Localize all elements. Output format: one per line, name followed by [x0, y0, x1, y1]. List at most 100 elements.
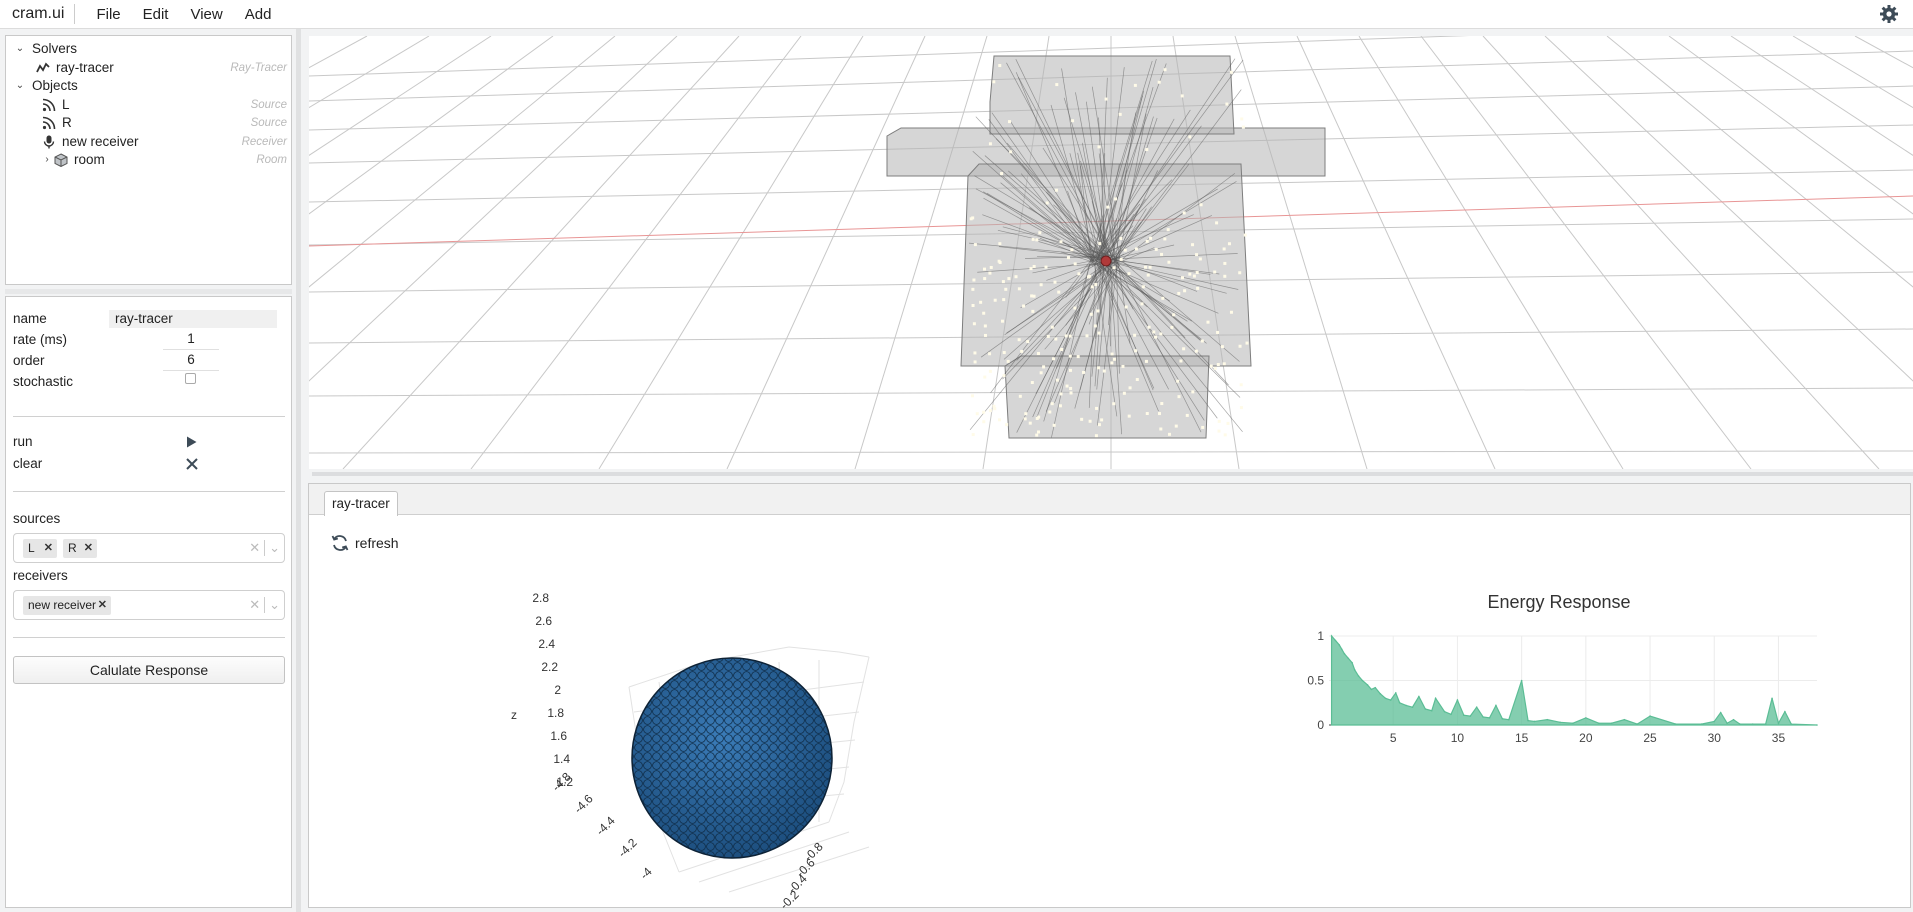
energy-data-point: [1501, 717, 1504, 720]
sphere-outline: [631, 657, 833, 859]
menu-file[interactable]: File: [96, 5, 121, 23]
energy-data-point: [1649, 715, 1651, 717]
tree-item-label: L: [62, 96, 70, 112]
energy-data-point: [1434, 697, 1437, 700]
horizontal-resize-handle[interactable]: [312, 472, 1913, 476]
tree-group-objects[interactable]: ⌄ Objects: [6, 77, 291, 96]
energy-data-point: [1405, 704, 1407, 707]
energy-data-point: [1379, 693, 1382, 695]
tree-item-source-l[interactable]: L Source: [6, 96, 291, 115]
app-title: cram.ui: [0, 4, 76, 24]
results-panel: ray-tracer refresh: [308, 483, 1912, 912]
remove-chip-icon[interactable]: ✕: [97, 599, 107, 611]
order-input[interactable]: 6: [163, 352, 219, 371]
vertical-resize-handle[interactable]: [296, 29, 301, 912]
source-icon: [42, 116, 56, 130]
energy-data-point: [1370, 688, 1373, 691]
chevron-right-icon[interactable]: ›: [45, 154, 49, 165]
tree-item-receiver[interactable]: new receiver Receiver: [6, 133, 291, 152]
menu-add[interactable]: Add: [244, 5, 272, 23]
tree-item-ray-tracer[interactable]: ray-tracer Ray-Tracer: [6, 59, 291, 78]
name-input[interactable]: ray-tracer: [109, 310, 277, 328]
ray-direction-sphere-plot[interactable]: 2.82.62.42.221.81.61.41.2-4.8-4.6-4.4-4.…: [499, 572, 999, 912]
tree-item-source-r[interactable]: R Source: [6, 114, 291, 133]
energy-data-point: [1398, 701, 1401, 704]
energy-data-point: [1572, 722, 1574, 725]
tree-group-solvers[interactable]: ⌄ Solvers: [6, 40, 291, 59]
sources-select[interactable]: L ✕ R ✕ ✕ ⌄: [13, 533, 285, 563]
clear-icon[interactable]: [186, 458, 198, 470]
x-tick-label: 30: [1708, 731, 1722, 745]
z-tick-label: 2.6: [535, 614, 552, 628]
x-tick-label: 10: [1451, 731, 1465, 745]
energy-data-point: [1482, 716, 1484, 718]
receivers-label: receivers: [13, 568, 68, 583]
energy-data-point: [1674, 723, 1677, 725]
microphone-icon: [43, 135, 55, 149]
tree-item-label: room: [74, 152, 105, 167]
energy-data-point: [1424, 708, 1427, 710]
ray-tracer-icon: [36, 62, 50, 73]
clear-selection-icon[interactable]: ✕: [249, 597, 261, 612]
ray-hit-points: [969, 64, 1249, 438]
panel-resize-handle[interactable]: [5, 289, 292, 294]
stochastic-checkbox[interactable]: [185, 373, 196, 384]
gear-icon[interactable]: [1879, 4, 1899, 24]
energy-data-point: [1713, 720, 1716, 723]
tree-item-label: ray-tracer: [56, 59, 114, 75]
y-tick-label: 0: [1317, 718, 1324, 732]
energy-data-point: [1450, 713, 1452, 716]
menu-view[interactable]: View: [190, 5, 223, 23]
3d-viewport[interactable]: [309, 36, 1913, 469]
ray-paths: [969, 58, 1244, 438]
energy-data-point: [1771, 697, 1773, 700]
energy-data-point: [1623, 718, 1626, 721]
refresh-button[interactable]: refresh: [331, 534, 399, 552]
source-chip-l: L ✕: [23, 539, 57, 558]
sphere-point-markers: [632, 658, 832, 858]
z-tick-label: 1.8: [547, 706, 564, 720]
x-tick-label: 20: [1579, 731, 1593, 745]
divider: [13, 416, 285, 417]
chevron-down-icon[interactable]: ⌄: [269, 540, 280, 555]
tab-ray-tracer[interactable]: ray-tracer: [324, 491, 398, 516]
z-tick-label: 1.2: [556, 775, 573, 789]
chevron-down-icon[interactable]: ⌄: [269, 597, 280, 612]
calculate-response-button[interactable]: Calulate Response: [13, 656, 285, 684]
energy-data-point: [1338, 644, 1341, 646]
energy-data-point: [1546, 718, 1549, 721]
x-tick-label: 25: [1643, 731, 1657, 745]
chevron-down-icon[interactable]: ⌄: [15, 43, 25, 54]
energy-data-point: [1597, 722, 1600, 725]
energy-data-point: [1353, 669, 1356, 671]
scene-canvas[interactable]: [309, 36, 1913, 469]
divider: [13, 637, 285, 638]
receiver-marker[interactable]: [1100, 255, 1112, 267]
tree-item-label: new receiver: [62, 133, 139, 149]
z-tick-label: 1.4: [553, 752, 570, 766]
energy-data-point: [1636, 723, 1639, 725]
remove-chip-icon[interactable]: ✕: [83, 542, 93, 554]
energy-response-chart[interactable]: 00.515 10 15 20 25 30 35: [309, 484, 1912, 909]
chip-label: new receiver: [28, 598, 97, 612]
chevron-down-icon[interactable]: ⌄: [15, 80, 25, 91]
tree-item-room[interactable]: › room Room: [6, 151, 291, 170]
remove-chip-icon[interactable]: ✕: [43, 542, 53, 554]
clear-selection-icon[interactable]: ✕: [249, 540, 261, 555]
tree-item-kind: Room: [256, 154, 287, 166]
energy-data-point: [1488, 717, 1491, 719]
energy-data-point: [1751, 723, 1754, 725]
receivers-select[interactable]: new receiver ✕ ✕ ⌄: [13, 590, 285, 620]
energy-data-point: [1347, 657, 1350, 660]
properties-panel: name ray-tracer rate (ms) 1 order 6 stoc…: [5, 296, 292, 908]
sources-label: sources: [13, 511, 61, 526]
prop-name-label: name: [13, 311, 47, 326]
energy-data-point: [1520, 679, 1523, 682]
play-icon[interactable]: [186, 436, 197, 448]
menu-bar: cram.ui File Edit View Add: [0, 0, 1913, 29]
energy-data-point: [1366, 684, 1369, 686]
menu-edit[interactable]: Edit: [142, 5, 169, 23]
rate-input[interactable]: 1: [163, 331, 219, 350]
energy-data-point: [1585, 717, 1587, 719]
energy-data-point: [1816, 724, 1818, 726]
